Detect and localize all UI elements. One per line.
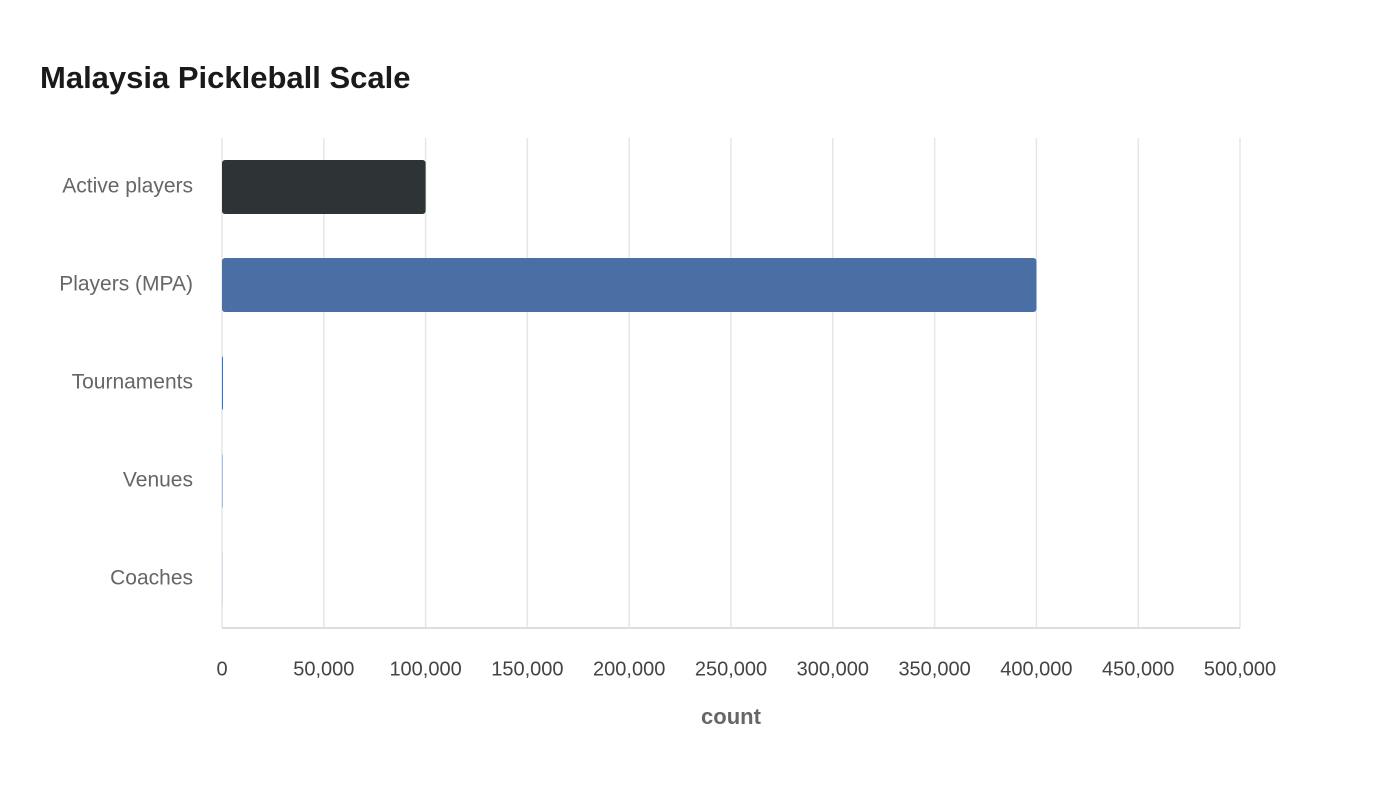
x-tick-label: 250,000 bbox=[695, 658, 767, 680]
y-tick-label: Tournaments bbox=[72, 371, 193, 394]
bar bbox=[222, 356, 224, 410]
x-tick-label: 0 bbox=[216, 658, 227, 680]
y-tick-label: Players (MPA) bbox=[59, 273, 193, 296]
y-tick-label: Active players bbox=[62, 175, 193, 198]
y-tick-label: Coaches bbox=[110, 567, 193, 590]
bar bbox=[222, 160, 426, 214]
x-tick-label: 200,000 bbox=[593, 658, 665, 680]
chart-title: Malaysia Pickleball Scale bbox=[40, 60, 411, 95]
y-tick-label: Venues bbox=[123, 469, 193, 492]
x-tick-label: 50,000 bbox=[293, 658, 354, 680]
bar bbox=[222, 258, 1037, 312]
x-tick-label: 500,000 bbox=[1204, 658, 1276, 680]
x-tick-label: 350,000 bbox=[898, 658, 970, 680]
x-tick-label: 400,000 bbox=[1000, 658, 1072, 680]
x-tick-label: 450,000 bbox=[1102, 658, 1174, 680]
x-axis-label: count bbox=[701, 704, 762, 729]
x-tick-label: 300,000 bbox=[797, 658, 869, 680]
x-tick-label: 100,000 bbox=[389, 658, 461, 680]
x-tick-label: 150,000 bbox=[491, 658, 563, 680]
